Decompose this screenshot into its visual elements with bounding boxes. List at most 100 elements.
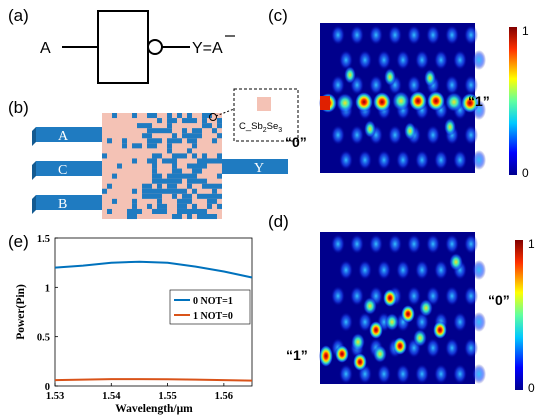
design-pixel: [167, 173, 172, 179]
field-hotspot: [445, 92, 463, 112]
field-spot: [434, 150, 448, 170]
design-pixel: [177, 153, 182, 159]
field-spot: [445, 25, 459, 45]
design-pixel: [197, 158, 202, 164]
design-pixel: [197, 128, 202, 134]
design-pixel: [182, 133, 187, 139]
field-spot: [407, 75, 421, 95]
design-pixel: [217, 123, 222, 129]
field-spot: [472, 50, 486, 70]
field-input-beam: [319, 345, 333, 367]
design-pixel: [212, 193, 217, 199]
field-spot: [339, 260, 353, 280]
design-pixel: [152, 158, 157, 164]
design-pixel: [152, 138, 157, 144]
design-pixel: [147, 193, 152, 199]
field-hotspot: [427, 91, 445, 111]
field-spot: [464, 338, 478, 358]
waveguide-y: [220, 159, 288, 174]
design-pixel: [217, 133, 222, 139]
design-pixel: [167, 148, 172, 154]
field-spot: [426, 25, 440, 45]
design-pixel: [187, 193, 192, 199]
design-pixel: [102, 188, 107, 194]
field-spot: [388, 25, 402, 45]
field-spot: [396, 364, 410, 384]
design-pixel: [207, 123, 212, 129]
field-spot: [434, 364, 448, 384]
field-spot: [445, 338, 459, 358]
design-pixel: [192, 128, 197, 134]
device-layout: A C B Y C_Sb2Se3: [32, 88, 299, 220]
design-pixel: [207, 203, 212, 209]
field-hotspot: [363, 297, 377, 315]
design-pixel: [157, 138, 162, 144]
field-spot: [350, 286, 364, 306]
design-pixel: [172, 188, 177, 194]
design-pixel: [167, 178, 172, 184]
field-spot: [396, 150, 410, 170]
field-spot: [364, 120, 376, 138]
power-spectrum-chart: 1.53 1.54 1.55 1.56 0 0.5 1 1.5 Wavelength/μm P…: [15, 234, 253, 415]
y-tick-label: 1.5: [37, 234, 50, 245]
field-spots-c: [319, 25, 486, 170]
field-spot: [396, 260, 410, 280]
design-pixel: [157, 183, 162, 189]
field-spot: [331, 25, 345, 45]
design-pixel: [192, 168, 197, 174]
field-input-beam: [320, 96, 330, 110]
design-pixel: [212, 128, 217, 134]
design-pixel: [132, 198, 137, 204]
design-pixel: [202, 163, 207, 169]
design-pixel: [197, 168, 202, 174]
design-pixel: [117, 163, 122, 169]
field-spot: [358, 312, 372, 332]
design-pixel: [142, 193, 147, 199]
field-spot: [377, 150, 391, 170]
field-spot: [369, 25, 383, 45]
colorbar-d: [515, 240, 523, 390]
field-spot: [407, 25, 421, 45]
design-pixel: [137, 123, 142, 129]
design-pixel: [202, 183, 207, 189]
design-pixel: [162, 203, 167, 209]
design-pixel: [207, 183, 212, 189]
design-pixel: [197, 163, 202, 169]
field-spot: [331, 234, 345, 254]
design-pixel: [167, 158, 172, 164]
design-pixel: [172, 214, 177, 220]
field-spot: [384, 68, 396, 86]
design-pixel: [202, 178, 207, 184]
legend: 0 NOT=1 1 NOT=0: [169, 289, 251, 325]
design-pixel: [172, 138, 177, 144]
design-pixel: [152, 208, 157, 214]
field-spot: [464, 286, 478, 306]
design-pixel: [217, 158, 222, 164]
inset-pixel: [257, 97, 271, 111]
design-pixel: [142, 188, 147, 194]
output-state-d: “0”: [488, 292, 510, 308]
design-pixel: [182, 188, 187, 194]
y-tick-label: 0.5: [37, 333, 50, 344]
field-spot: [396, 50, 410, 70]
design-pixel: [137, 143, 142, 149]
design-pixel: [202, 123, 207, 129]
design-pixel: [122, 138, 127, 144]
design-pixel: [177, 138, 182, 144]
design-pixel: [132, 143, 137, 149]
field-spot: [445, 234, 459, 254]
gate-input-label: A: [40, 40, 51, 57]
field-hotspot: [433, 321, 447, 339]
design-pixel: [127, 214, 132, 220]
field-spot: [453, 150, 467, 170]
design-pixel: [132, 158, 137, 164]
design-pixel: [202, 214, 207, 220]
field-hotspot: [353, 353, 367, 371]
design-pixel: [192, 178, 197, 184]
design-pixel: [147, 188, 152, 194]
field-spot: [453, 364, 467, 384]
field-hotspot: [335, 345, 349, 363]
field-spot: [339, 312, 353, 332]
field-spot: [453, 312, 467, 332]
design-pixel: [217, 183, 222, 189]
